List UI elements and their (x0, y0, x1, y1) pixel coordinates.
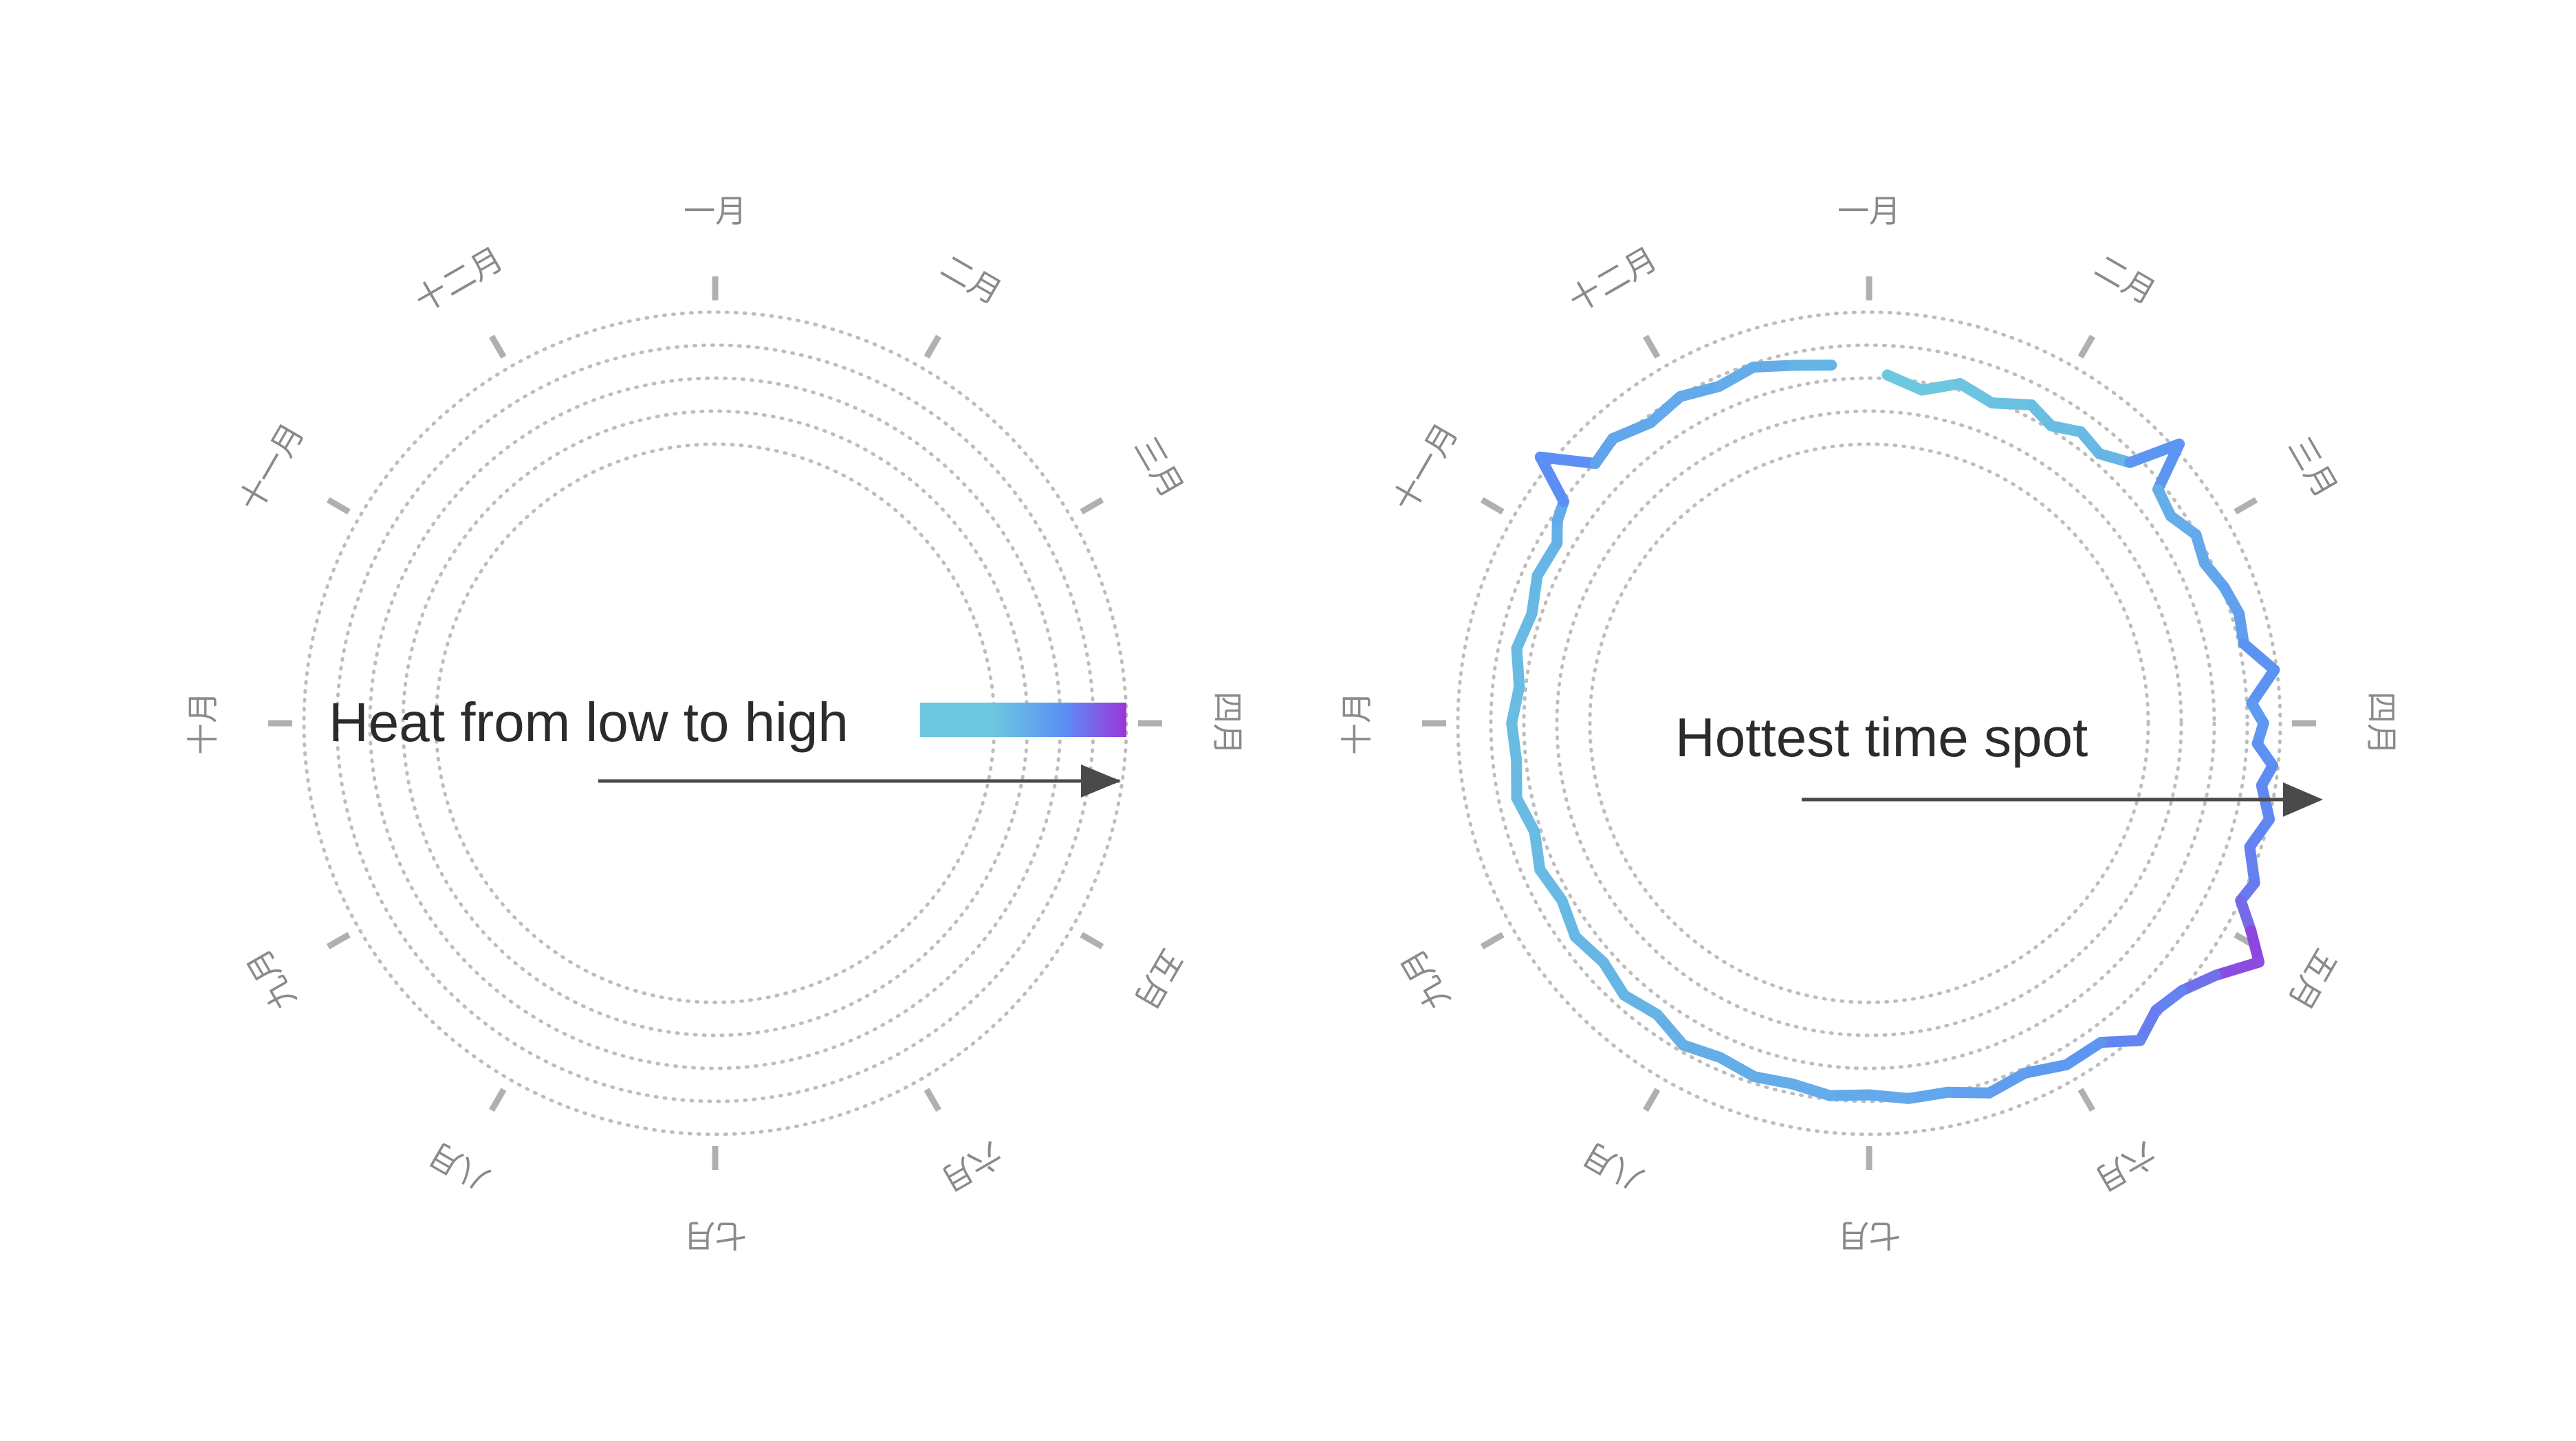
month-label: 五月 (2281, 943, 2345, 1016)
series-segment (1506, 718, 1522, 766)
series-segment (1674, 381, 1725, 402)
month-tick (1480, 932, 1505, 949)
series-segment (2095, 1035, 2146, 1048)
grid-ring (1555, 409, 2183, 1037)
month-label: 七月 (1837, 1217, 1901, 1254)
legend-gradient-bar (920, 703, 1126, 737)
month-tick (1643, 1088, 1661, 1112)
month-label: 五月 (1127, 943, 1191, 1016)
series-segment (1903, 1086, 1954, 1104)
month-tick (489, 334, 507, 359)
series-segment (1942, 1086, 1995, 1099)
series-segment (1714, 1052, 1760, 1083)
month-tick (1643, 334, 1661, 359)
series-segment (1511, 608, 1538, 654)
month-label: 十一月 (1386, 417, 1465, 518)
series-segment (1916, 377, 1966, 396)
month-label: 四月 (2363, 692, 2400, 755)
series-segment (2135, 1004, 2162, 1046)
month-label: 四月 (1209, 692, 1246, 755)
legend: Heat from low to high (329, 692, 1126, 798)
series-segment (1526, 570, 1543, 619)
series-segment (1534, 451, 1570, 507)
month-label: 二月 (935, 248, 1008, 311)
hottest-annotation: Hottest time spot (1675, 707, 2323, 817)
month-label: 二月 (2088, 248, 2162, 311)
series-segment (2060, 1037, 2107, 1070)
series-segment (1556, 894, 1581, 943)
month-tick (1480, 497, 1505, 515)
month-tick (326, 497, 351, 515)
series-segment (1864, 1089, 1914, 1104)
month-label: 十二月 (408, 240, 510, 320)
series-segment (2244, 841, 2260, 889)
series-segment (1607, 417, 1657, 444)
series-segment (1748, 1071, 1798, 1090)
arrow-head-shape (1081, 764, 1121, 798)
month-label: 十月 (184, 692, 221, 755)
month-label: 一月 (684, 192, 747, 230)
legend-text: Heat from low to high (329, 692, 849, 753)
series-segment (1954, 377, 1998, 409)
month-tick (924, 1088, 941, 1112)
month-label: 七月 (684, 1217, 747, 1254)
arrow-head-shape (2283, 782, 2323, 817)
month-label: 六月 (935, 1135, 1008, 1199)
series-segment (1618, 989, 1663, 1020)
series-segment (1569, 931, 1609, 968)
series-segment (1645, 390, 1686, 428)
series-segment (2256, 780, 2275, 825)
month-label: 九月 (239, 943, 303, 1016)
series-segment (1983, 1067, 2031, 1099)
series-segment (1529, 826, 1546, 876)
month-label: 九月 (1393, 943, 1457, 1016)
series-segment (1787, 1078, 1836, 1101)
grid-ring (1456, 310, 2282, 1136)
month-label: 八月 (1576, 1135, 1650, 1199)
series-segment (1534, 451, 1601, 470)
series-segment (2176, 969, 2222, 996)
series-segment (1747, 360, 1799, 373)
month-label: 八月 (422, 1135, 496, 1199)
series-segment (1652, 1009, 1689, 1051)
series-segment (2244, 813, 2275, 852)
series-segment (1713, 362, 1759, 393)
month-tick (1080, 932, 1104, 949)
month-label: 六月 (2088, 1135, 2162, 1199)
series-segment (2238, 638, 2280, 676)
series-segment (1531, 538, 1563, 582)
series-segment (1986, 397, 2037, 410)
month-tick (924, 334, 941, 359)
series-segment (1824, 1089, 1875, 1101)
series-segment (1881, 369, 1928, 396)
series-segment (1597, 956, 1630, 1001)
month-tick (489, 1088, 507, 1112)
series-segment (1511, 792, 1540, 838)
month-label: 三月 (1127, 430, 1191, 504)
series-segment (2246, 664, 2280, 709)
series-segment (2124, 438, 2185, 468)
series-segment (1534, 864, 1568, 906)
month-label: 三月 (2281, 430, 2345, 504)
annotation-text: Hottest time spot (1675, 707, 2088, 768)
grid-ring (1522, 376, 2216, 1070)
series-segment (2152, 438, 2185, 495)
month-tick (1080, 497, 1104, 515)
grid-ring (1489, 343, 2249, 1103)
month-tick (2077, 1088, 2095, 1112)
series-segment (2019, 1059, 2072, 1079)
month-tick (2077, 334, 2095, 359)
month-tick (326, 932, 351, 949)
series-segment (1677, 1040, 1726, 1064)
month-label: 十一月 (232, 417, 312, 518)
month-tick (2234, 497, 2258, 515)
grid-ring (1588, 442, 2150, 1004)
series-segment (1506, 681, 1525, 729)
series-segment (1511, 643, 1525, 692)
month-label: 一月 (1837, 192, 1901, 230)
series-segment (2210, 956, 2265, 981)
month-label: 十月 (1338, 692, 1375, 755)
month-label: 十二月 (1562, 240, 1663, 320)
